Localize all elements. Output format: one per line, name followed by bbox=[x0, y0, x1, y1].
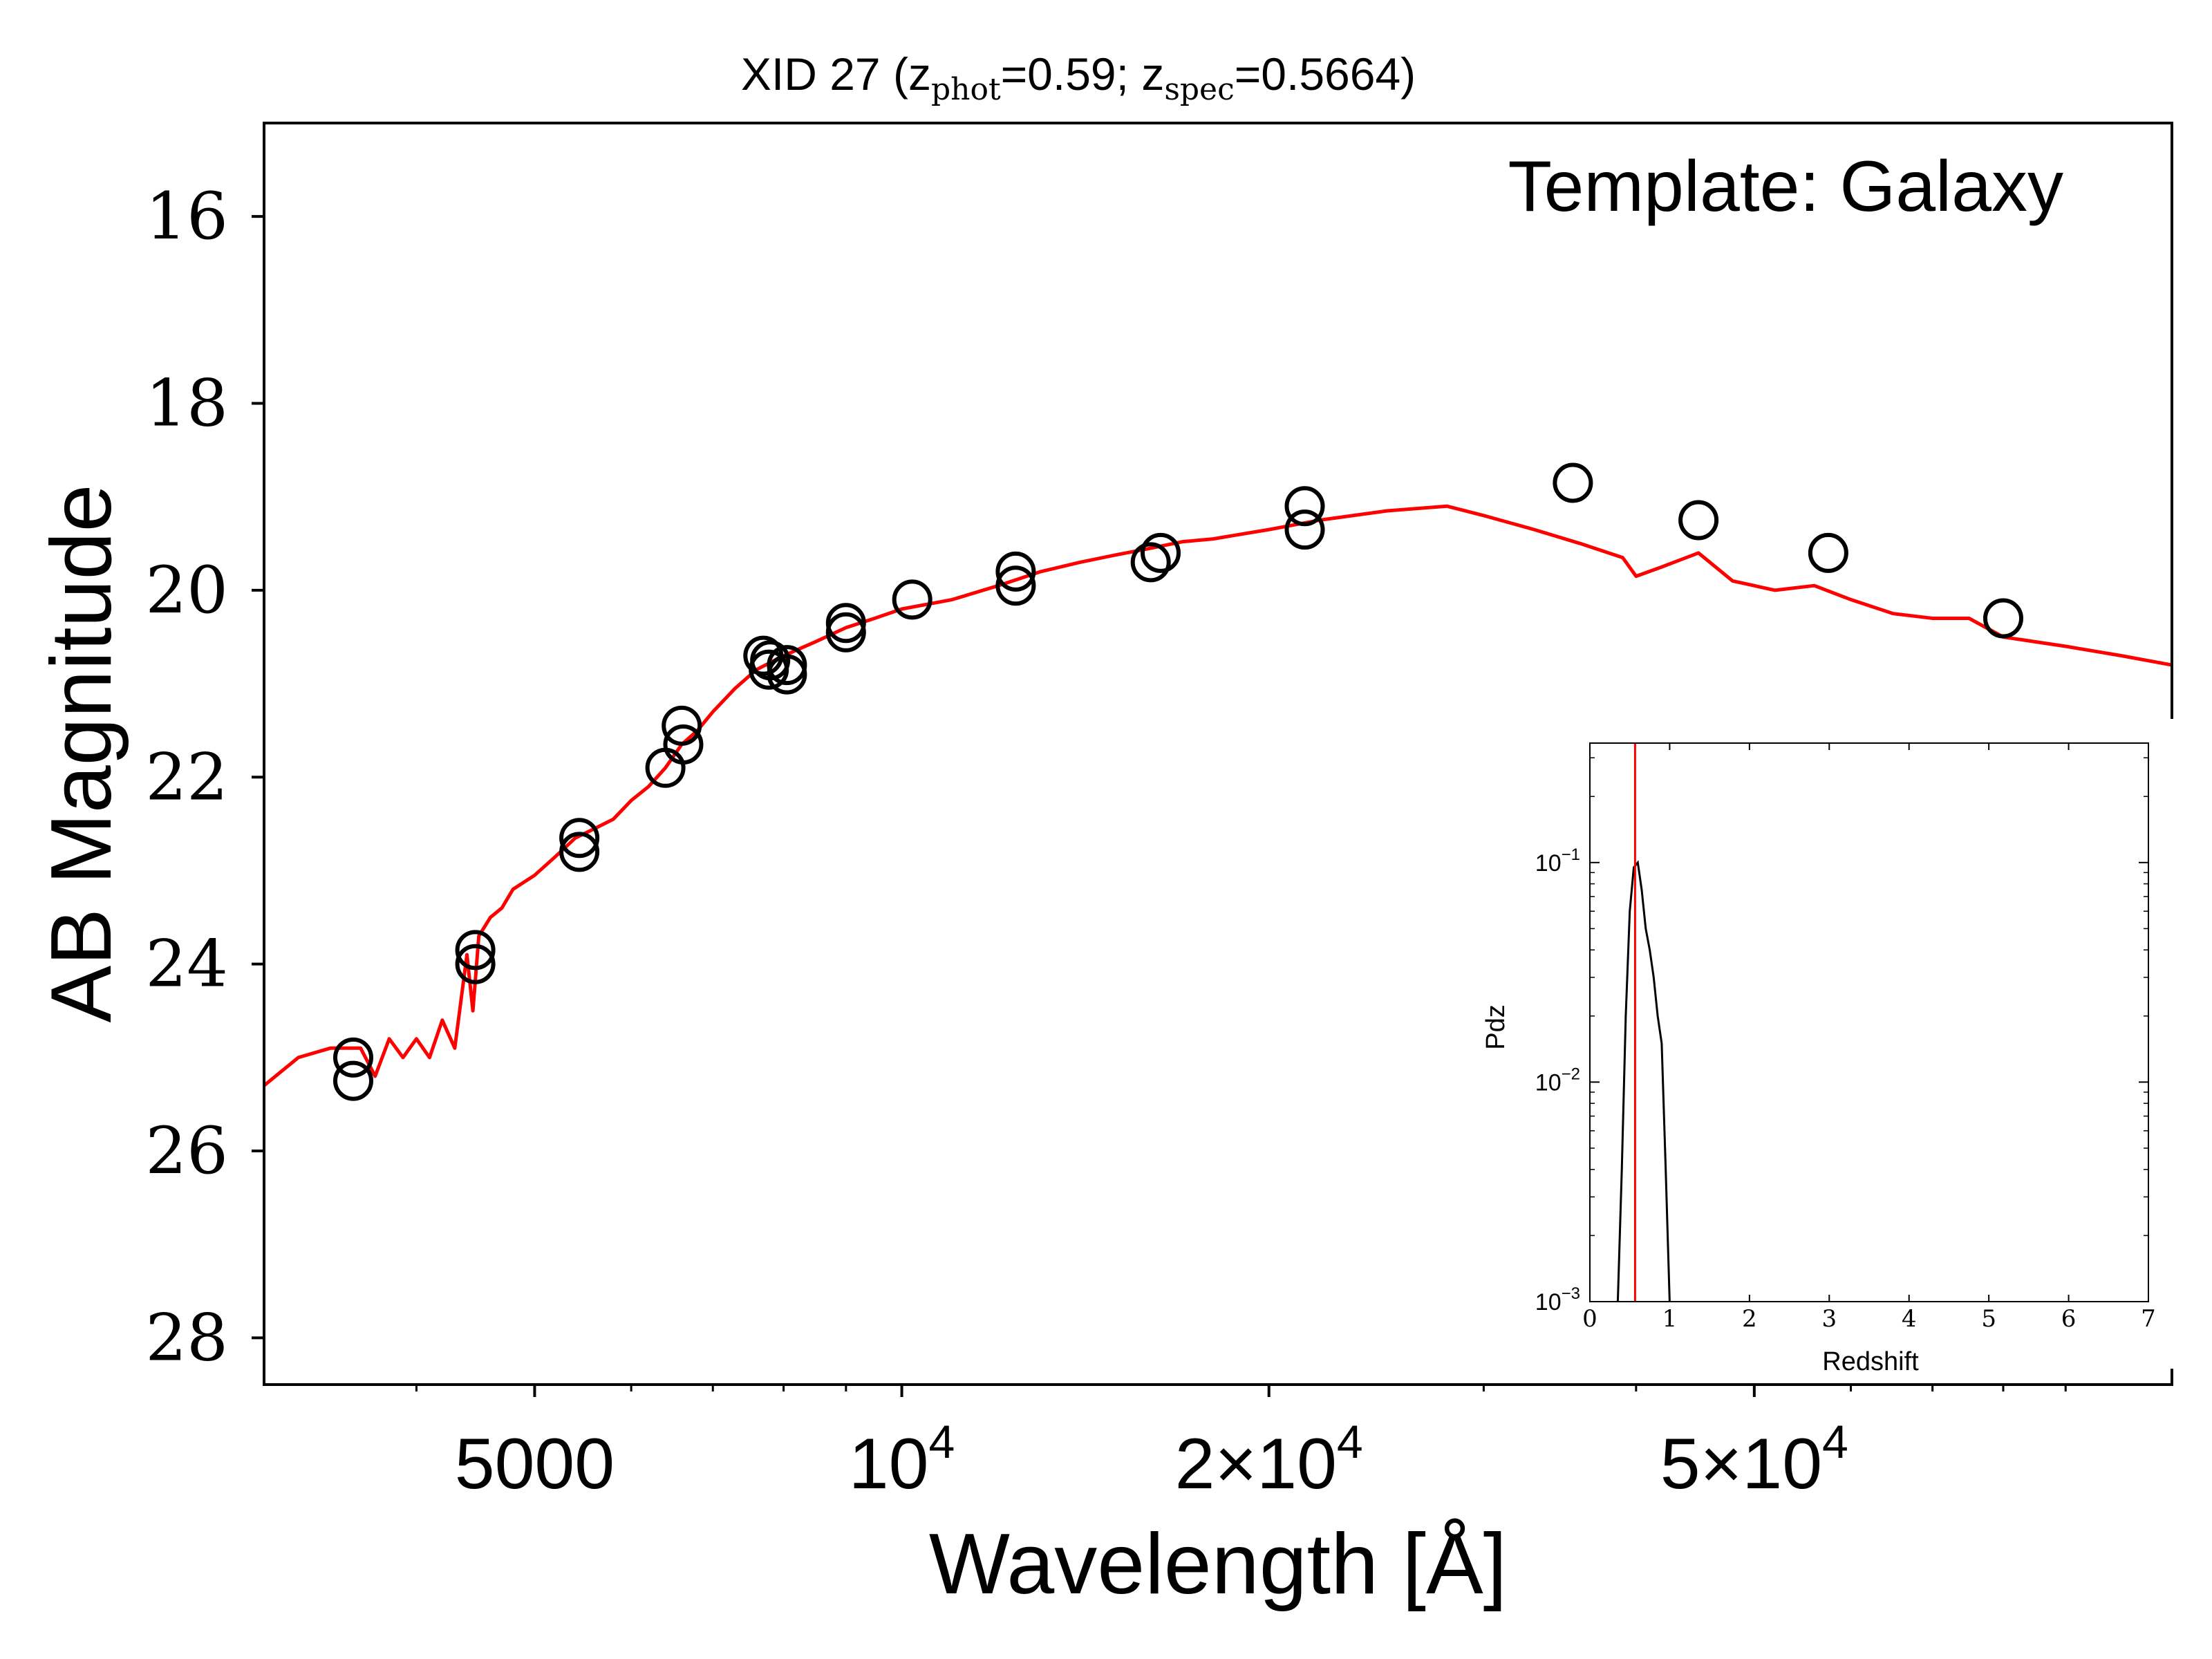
y-tick-label: 16 bbox=[145, 179, 228, 254]
photometry-point bbox=[1141, 532, 1181, 573]
y-tick-label: 22 bbox=[145, 740, 228, 815]
photometry-point bbox=[1284, 509, 1325, 550]
inset-y-tick-label: 10−2 bbox=[1535, 1065, 1580, 1096]
inset-x-tick-label: 5 bbox=[1981, 1305, 1996, 1333]
photometry-point bbox=[1678, 500, 1719, 541]
photometry-point bbox=[825, 603, 866, 644]
y-axis-label: AB Magnitude bbox=[34, 485, 129, 1023]
photometry-point bbox=[333, 1060, 373, 1101]
y-tick-label: 26 bbox=[145, 1114, 228, 1189]
x-tick-label: 5×104 bbox=[1660, 1416, 1848, 1504]
photometry-point bbox=[1284, 486, 1325, 527]
y-tick-label: 28 bbox=[145, 1300, 228, 1376]
inset-axes: 0 1 2 3 4 5 6 7 10−1 10−2 10−3 bbox=[1535, 742, 2156, 1333]
y-tick-label: 20 bbox=[145, 553, 228, 628]
photometry-point bbox=[559, 832, 600, 872]
pdz-curve bbox=[1616, 860, 1671, 1302]
title-suffix: =0.5664) bbox=[1235, 48, 1416, 100]
inset-x-tick-label: 4 bbox=[1902, 1305, 1917, 1333]
inset-x-tick-label: 6 bbox=[2061, 1305, 2077, 1333]
inset-y-axis-label: Pdz bbox=[1481, 1004, 1510, 1049]
inset-x-tick-label: 3 bbox=[1821, 1305, 1837, 1333]
title-mid: =0.59; z bbox=[1001, 48, 1165, 100]
photometry-point bbox=[1553, 462, 1593, 503]
photometry-point bbox=[663, 724, 704, 765]
x-tick-label: 5000 bbox=[455, 1424, 615, 1504]
inset-background bbox=[1471, 719, 2184, 1369]
inset-x-tick-label: 2 bbox=[1742, 1305, 1757, 1333]
photometry-point bbox=[892, 579, 932, 620]
x-tick-label: 104 bbox=[849, 1416, 955, 1504]
photometry-point bbox=[1808, 532, 1848, 573]
photometry-point bbox=[1130, 542, 1171, 583]
title-prefix: XID 27 (z bbox=[741, 48, 931, 100]
photometry-point bbox=[995, 565, 1036, 606]
title-sub-spec: spec bbox=[1164, 72, 1234, 107]
x-tick-label: 2×104 bbox=[1175, 1416, 1363, 1504]
photometry-point bbox=[662, 705, 702, 746]
photometry-point bbox=[333, 1037, 373, 1078]
x-axis-label: Wavelength [Å] bbox=[929, 1517, 1507, 1612]
photometry-point bbox=[995, 551, 1036, 592]
inset-x-axis-label: Redshift bbox=[1822, 1347, 1919, 1376]
inset-x-tick-label: 7 bbox=[2141, 1305, 2156, 1333]
model-spectrum-line bbox=[263, 504, 2173, 1087]
y-tick-label: 24 bbox=[145, 927, 228, 1002]
photometry-point bbox=[559, 818, 600, 859]
photometry-point bbox=[455, 930, 496, 971]
photometry-point bbox=[767, 654, 807, 695]
inset-x-tick-label: 1 bbox=[1662, 1305, 1678, 1333]
photometry-point bbox=[1983, 598, 2023, 639]
photometry-point bbox=[825, 612, 866, 653]
inset-x-tick-label: 0 bbox=[1582, 1305, 1597, 1333]
title-sub-phot: phot bbox=[931, 72, 1001, 107]
inset-y-tick-label: 10−1 bbox=[1535, 845, 1580, 877]
inset-y-tick-label: 10−3 bbox=[1535, 1284, 1580, 1315]
inset-frame bbox=[1589, 742, 2149, 1302]
y-tick-label: 18 bbox=[145, 366, 228, 442]
chart-title: XID 27 (zphot=0.59; zspec=0.5664) bbox=[741, 48, 1416, 107]
photometry-point bbox=[767, 645, 807, 686]
template-annotation: Template: Galaxy bbox=[1508, 147, 2063, 227]
photometry-point bbox=[455, 944, 496, 984]
